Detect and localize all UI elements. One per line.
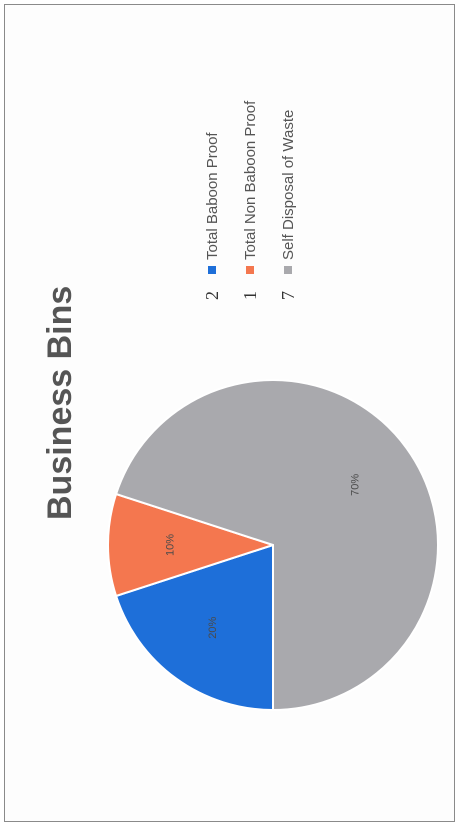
data-label-total-non-baboon-proof: 10% bbox=[165, 534, 177, 556]
data-label-self-disposal-of-waste: 70% bbox=[350, 474, 362, 496]
pie-slice-total-non-baboon-proof bbox=[107, 492, 277, 598]
legend-label: Total Baboon Proof bbox=[203, 132, 221, 260]
data-label-total-baboon-proof: 20% bbox=[207, 617, 219, 639]
legend-label: Total Non Baboon Proof bbox=[241, 100, 259, 260]
legend: 2 Total Baboon Proof 1 Total Non Baboon … bbox=[193, 101, 307, 300]
pie-slices bbox=[107, 379, 439, 712]
legend-item-total-non-baboon-proof: 1 Total Non Baboon Proof bbox=[231, 101, 269, 300]
legend-swatch bbox=[208, 266, 216, 274]
legend-swatch bbox=[246, 266, 254, 274]
pie-slice-self-disposal-of-waste bbox=[114, 379, 439, 712]
legend-label: Self Disposal of Waste bbox=[279, 109, 297, 260]
pie-chart: 20% 10% 70% bbox=[107, 379, 439, 712]
legend-count: 2 bbox=[201, 291, 222, 300]
chart-frame: Business Bins 20% 10% 70% 2 Total Baboon P… bbox=[4, 4, 455, 822]
rotated-chart-area: Business Bins 20% 10% 70% 2 Total Baboon P… bbox=[15, 20, 455, 820]
legend-count: 1 bbox=[239, 291, 260, 300]
legend-item-total-baboon-proof: 2 Total Baboon Proof bbox=[193, 101, 231, 300]
pie-slice-total-baboon-proof bbox=[114, 543, 274, 712]
legend-swatch bbox=[284, 266, 292, 274]
legend-count: 7 bbox=[277, 291, 298, 300]
legend-item-self-disposal-of-waste: 7 Self Disposal of Waste bbox=[269, 101, 307, 300]
pie-slice-labels: 20% 10% 70% bbox=[165, 474, 362, 639]
